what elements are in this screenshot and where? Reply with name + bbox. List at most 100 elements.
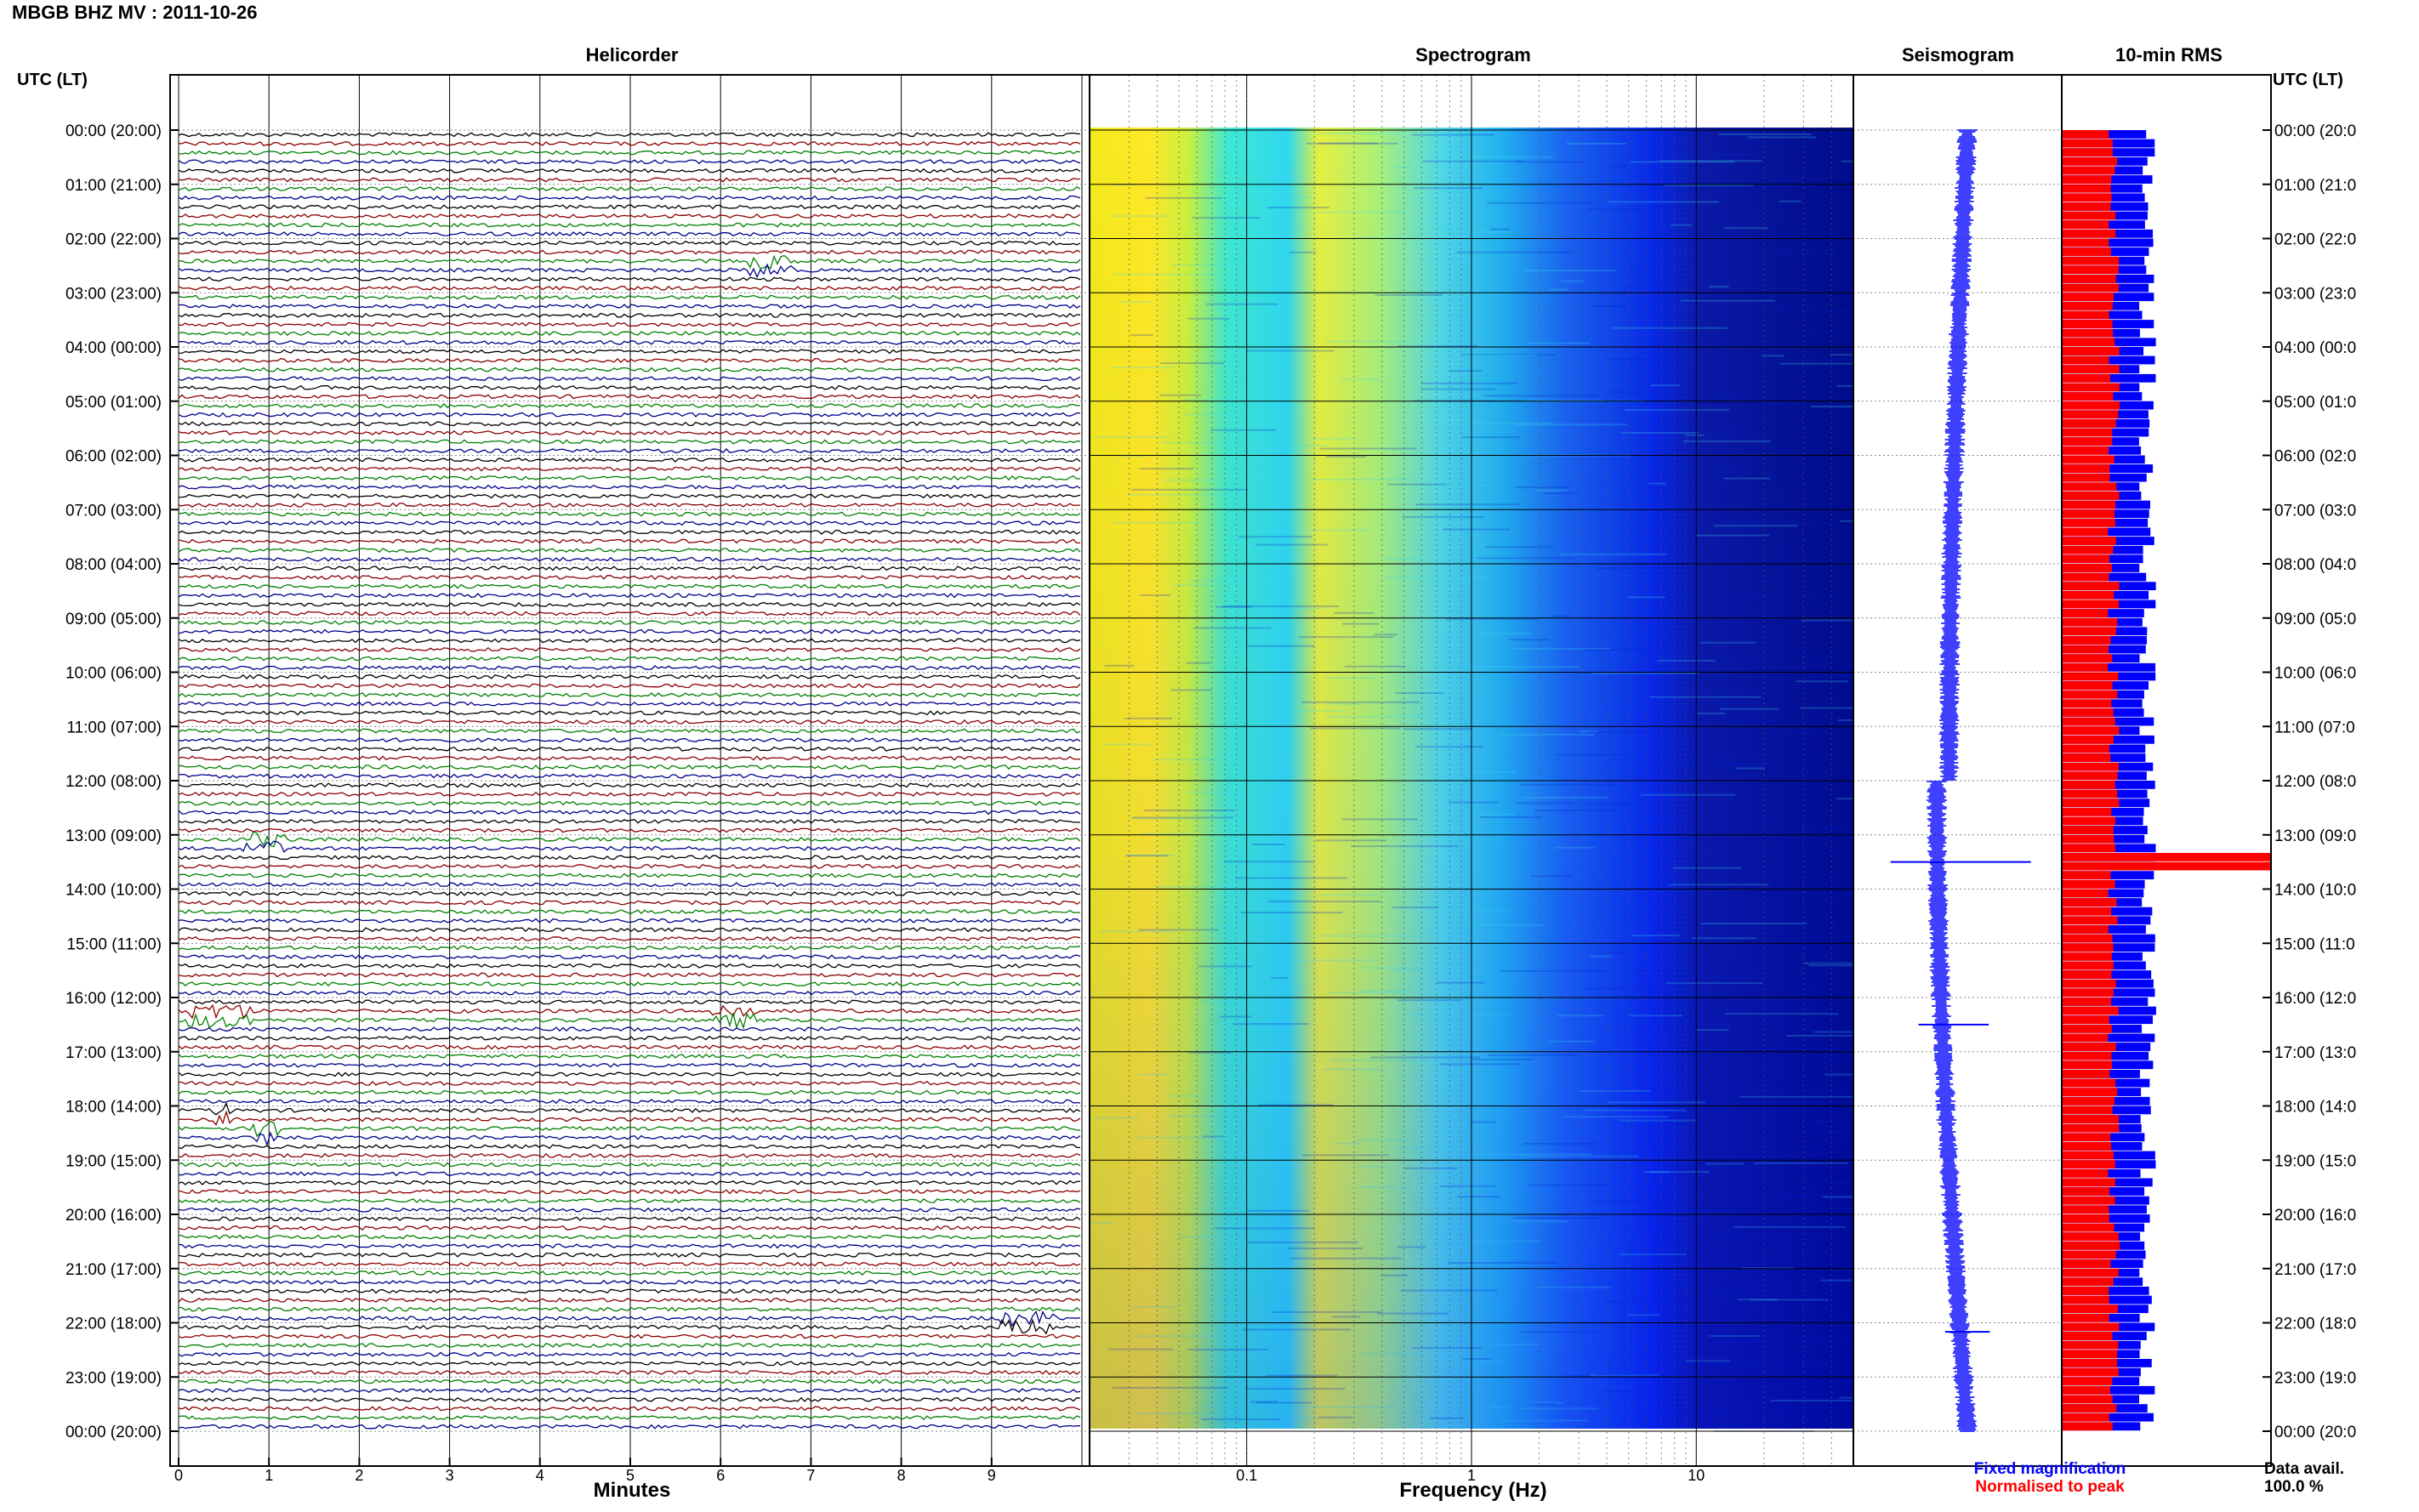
helicorder-trace [178, 367, 1081, 372]
time-label-right: 02:00 (22:0 [2274, 231, 2356, 249]
rms-bar-normalised [2062, 807, 2112, 816]
rms-bar-normalised [2062, 283, 2119, 293]
rms-bar-normalised [2062, 844, 2115, 853]
helicorder-trace [178, 990, 1081, 996]
rms-bar-normalised [2062, 1168, 2109, 1178]
rms-bar-normalised [2062, 861, 2271, 871]
rms-bar-normalised [2062, 1367, 2119, 1377]
rms-bar-normalised [2062, 979, 2116, 988]
helicorder-trace [178, 1270, 1081, 1276]
rms-bar-normalised [2062, 1359, 2117, 1367]
rms-bar-normalised [2062, 537, 2116, 545]
rms-bar-normalised [2062, 816, 2115, 826]
rms-bar-normalised [2062, 1340, 2119, 1350]
rms-bar-normalised [2062, 355, 2109, 365]
helicorder-trace [178, 1131, 1081, 1147]
helicorder-trace [178, 231, 1081, 237]
rms-bar-normalised [2062, 789, 2118, 799]
rms-bar-normalised [2062, 834, 2114, 844]
helicorder-trace [178, 831, 1081, 848]
time-label-right: 12:00 (08:0 [2274, 773, 2356, 791]
minute-tick-label: 2 [355, 1467, 363, 1484]
helicorder-trace [178, 945, 1081, 951]
rms-bar-normalised [2062, 446, 2109, 455]
helicorder-trace [178, 935, 1081, 942]
helicorder-trace [178, 349, 1081, 355]
rms-bar-normalised [2062, 636, 2111, 645]
helicorder-title: Helicorder [586, 44, 679, 65]
helicorder-trace [178, 403, 1081, 409]
figure-frame [169, 74, 2272, 1467]
rms-bar-normalised [2062, 617, 2118, 627]
rms-bar-normalised [2062, 1287, 2109, 1295]
helicorder-trace [178, 457, 1081, 463]
rms-bar-normalised [2062, 1350, 2118, 1359]
rms-bar-normalised [2062, 545, 2114, 554]
helicorder-trace [178, 1026, 1081, 1032]
rms-bar-normalised [2062, 826, 2114, 834]
legend-fixed-magnification: Fixed magnification [1974, 1460, 2126, 1478]
time-label-left: 23:00 (19:00) [65, 1369, 162, 1387]
helicorder-trace [178, 810, 1081, 816]
helicorder-trace [178, 665, 1081, 671]
rms-bar-normalised [2062, 410, 2119, 419]
rms-bar-normalised [2062, 437, 2113, 446]
rms-bar-normalised [2062, 1404, 2117, 1413]
helicorder-trace [178, 1424, 1080, 1430]
helicorder-trace [178, 285, 1081, 292]
rms-bar-normalised [2062, 1033, 2109, 1043]
rms-bar-normalised [2062, 871, 2111, 880]
helicorder-trace [178, 954, 1081, 960]
rms-bar-normalised [2062, 1305, 2118, 1314]
time-label-left: 00:00 (20:00) [65, 1424, 162, 1441]
rms-bar-normalised [2062, 202, 2111, 211]
time-label-right: 18:00 (14:0 [2274, 1099, 2356, 1117]
rms-bar-normalised [2062, 744, 2109, 753]
rms-bar-normalised [2062, 256, 2120, 265]
rms-bar-normalised [2062, 1088, 2118, 1097]
frequency-tick-label: 0.1 [1236, 1467, 1257, 1484]
helicorder-trace [178, 683, 1081, 689]
time-labels-right: 00:00 (20:0 01:00 (21:0 02:00 (22:0 03:00 (… [2262, 122, 2356, 1441]
rms-bar-normalised [2062, 527, 2109, 537]
helicorder-trace [178, 1388, 1081, 1394]
minute-tick-label: 5 [626, 1467, 635, 1484]
helicorder-trace [178, 963, 1081, 969]
helicorder-trace [178, 240, 1081, 246]
rms-bar-normalised [2062, 1178, 2115, 1187]
time-label-left: 22:00 (18:00) [65, 1316, 162, 1333]
time-label-left: 18:00 (14:00) [65, 1099, 162, 1117]
helicorder-trace [178, 882, 1081, 888]
helicorder-trace [178, 1171, 1081, 1177]
rms-bar-normalised [2062, 1123, 2120, 1133]
helicorder-trace [178, 1261, 1081, 1267]
helicorder-trace [178, 999, 1081, 1005]
helicorder-trace [178, 140, 1081, 146]
time-label-left: 17:00 (13:00) [65, 1044, 162, 1062]
panel-frames [169, 74, 2272, 1467]
time-label-left: 11:00 (07:00) [66, 719, 162, 736]
helicorder-trace [178, 1003, 1081, 1020]
rms-bar-normalised [2062, 645, 2109, 654]
helicorder-trace [179, 511, 1081, 517]
helicorder-trace [178, 737, 1081, 743]
time-label-right: 03:00 (23:0 [2274, 285, 2356, 303]
helicorder-trace [178, 611, 1081, 617]
time-label-right: 07:00 (03:0 [2274, 502, 2356, 520]
rms-bar-normalised [2062, 220, 2109, 230]
helicorder-trace [178, 890, 1081, 896]
rms-bar-normalised [2062, 518, 2115, 527]
helicorder-trace [178, 800, 1081, 806]
rms-panel [2062, 130, 2271, 1431]
helicorder-trace [178, 421, 1081, 427]
helicorder-trace [178, 981, 1081, 987]
helicorder-trace [178, 601, 1081, 607]
rms-bar-normalised [2062, 590, 2114, 600]
rms-bar-normalised [2062, 310, 2109, 320]
helicorder-trace [178, 791, 1081, 797]
time-label-left: 06:00 (02:00) [65, 448, 162, 466]
helicorder-trace [178, 1144, 1081, 1150]
helicorder-trace [178, 213, 1081, 219]
rms-bar-normalised [2062, 1006, 2119, 1015]
x-label-minutes: Minutes [594, 1479, 671, 1502]
